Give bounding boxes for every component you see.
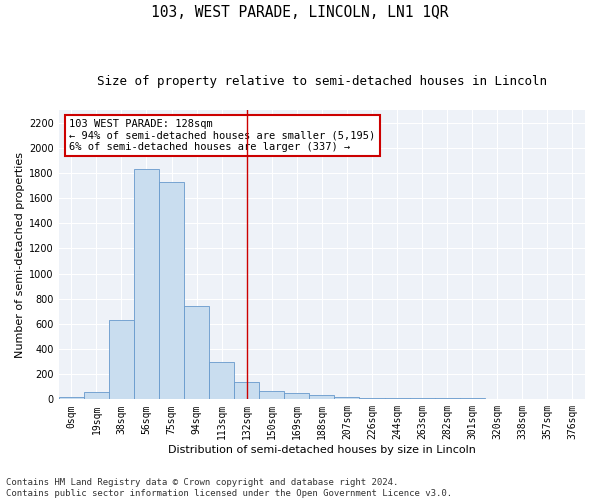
Bar [109,320,134,400]
Bar [59,398,84,400]
Bar [359,398,385,400]
Text: 103, WEST PARADE, LINCOLN, LN1 1QR: 103, WEST PARADE, LINCOLN, LN1 1QR [151,5,449,20]
Bar [134,169,159,400]
Bar [485,398,510,400]
Bar [410,398,434,400]
Bar [434,398,460,400]
Bar [84,392,109,400]
Title: Size of property relative to semi-detached houses in Lincoln: Size of property relative to semi-detach… [97,75,547,88]
Y-axis label: Number of semi-detached properties: Number of semi-detached properties [15,152,25,358]
Bar [259,390,284,400]
Bar [159,182,184,400]
X-axis label: Distribution of semi-detached houses by size in Lincoln: Distribution of semi-detached houses by … [168,445,476,455]
Bar [284,393,310,400]
Bar [385,398,410,400]
Text: 103 WEST PARADE: 128sqm
← 94% of semi-detached houses are smaller (5,195)
6% of : 103 WEST PARADE: 128sqm ← 94% of semi-de… [70,118,376,152]
Bar [184,306,209,400]
Bar [234,382,259,400]
Bar [209,362,234,400]
Text: Contains HM Land Registry data © Crown copyright and database right 2024.
Contai: Contains HM Land Registry data © Crown c… [6,478,452,498]
Bar [310,395,334,400]
Bar [334,397,359,400]
Bar [460,398,485,400]
